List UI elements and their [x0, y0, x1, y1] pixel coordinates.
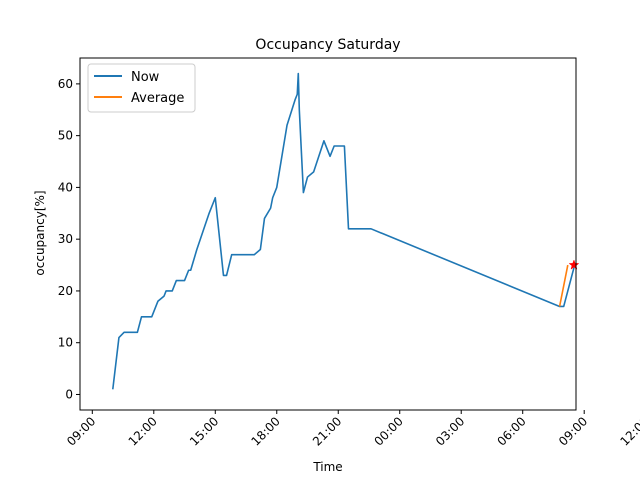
y-tick-label: 40	[58, 180, 73, 194]
current-value-marker	[568, 259, 580, 270]
y-tick-label: 30	[58, 232, 73, 246]
legend-label-now: Now	[131, 70, 160, 85]
series-line-now	[111, 72, 575, 390]
y-tick-label: 10	[58, 336, 73, 350]
legend-label-average: Average	[131, 91, 184, 106]
axes-frame	[79, 57, 577, 411]
y-tick-label: 20	[58, 284, 73, 298]
y-axis-title: occupancy[%]	[33, 190, 47, 275]
y-tick-label: 50	[58, 129, 73, 143]
y-tick-label: 60	[58, 77, 73, 91]
chart-title: Occupancy Saturday	[255, 37, 400, 53]
y-tick-label: 0	[65, 387, 73, 401]
series-line-average	[558, 264, 569, 307]
legend: Now Average	[87, 63, 196, 113]
x-axis-title: Time	[312, 460, 342, 474]
